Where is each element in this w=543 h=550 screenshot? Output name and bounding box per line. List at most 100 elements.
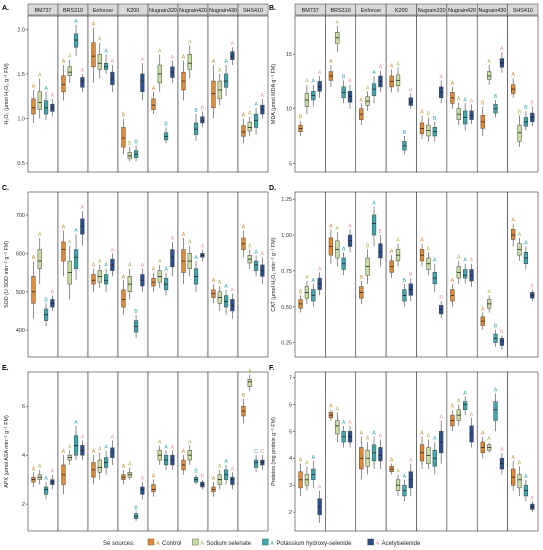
significance-letter: A bbox=[390, 458, 394, 464]
box-control: A bbox=[211, 476, 216, 497]
y-tick-label: 1.0 bbox=[17, 117, 25, 123]
box-acetylselenide: A bbox=[80, 434, 85, 461]
box-iqr bbox=[223, 73, 229, 88]
significance-letter: A bbox=[171, 55, 175, 61]
significance-letter: A bbox=[409, 87, 413, 93]
box-iqr bbox=[151, 484, 156, 493]
box-sodium-selenate: A bbox=[395, 61, 400, 93]
facet-nugrain420: AA BB bbox=[177, 371, 209, 532]
significance-letter: A bbox=[32, 84, 36, 90]
significance-letter: C bbox=[260, 449, 264, 455]
significance-letter: A bbox=[141, 476, 145, 482]
facet-frame bbox=[147, 191, 179, 358]
box-acetylselenide: B bbox=[530, 101, 535, 127]
box-iqr bbox=[200, 116, 205, 124]
legend-label: Acetylselenide bbox=[382, 541, 421, 547]
facet-frame bbox=[117, 371, 149, 532]
facet-shs410: B A C C bbox=[237, 368, 269, 532]
significance-letter: B bbox=[201, 105, 205, 111]
facet-frame bbox=[507, 191, 539, 358]
y-tick-label: 0.75 bbox=[281, 269, 292, 275]
facet-frame bbox=[385, 191, 417, 358]
box-iqr bbox=[317, 81, 322, 92]
box-iqr bbox=[73, 33, 79, 48]
box-potassium-hydroxy-selenide: A bbox=[223, 59, 229, 97]
box-iqr bbox=[463, 401, 468, 410]
box-potassium-hydroxy-selenide: A bbox=[432, 436, 437, 475]
significance-letter: A bbox=[396, 61, 400, 67]
box-control: A bbox=[121, 274, 126, 315]
y-tick-label: 5 bbox=[289, 429, 292, 435]
significance-letter: A bbox=[403, 474, 407, 480]
significance-letter: A bbox=[457, 96, 461, 102]
box-control: A bbox=[419, 109, 424, 140]
significance-letter: A bbox=[182, 232, 186, 238]
box-potassium-hydroxy-selenide: A bbox=[311, 79, 316, 107]
box-iqr bbox=[335, 420, 340, 435]
box-sodium-selenate: A bbox=[217, 68, 222, 106]
y-axis-label: CAT (µmol H₂O₂ min⁻¹ g⁻¹ FM) bbox=[271, 237, 277, 311]
box-control: A bbox=[31, 255, 36, 319]
box-iqr bbox=[103, 274, 109, 285]
box-sodium-selenate: A bbox=[97, 259, 102, 288]
y-tick-label: 5 bbox=[289, 161, 292, 167]
significance-letter: A bbox=[336, 20, 340, 26]
significance-letter: A bbox=[511, 218, 515, 224]
facet-bm737: A A BB bbox=[27, 191, 59, 358]
box-iqr bbox=[408, 97, 413, 106]
box-acetylselenide: A bbox=[499, 46, 504, 73]
box-control: A bbox=[151, 86, 156, 115]
box-iqr bbox=[253, 459, 259, 468]
box-control: A bbox=[389, 249, 394, 279]
significance-letter: A bbox=[470, 412, 474, 418]
box-acetylselenide: A bbox=[408, 87, 413, 109]
box-control: A bbox=[389, 458, 394, 475]
legend-item: A Sodium selenate bbox=[192, 538, 252, 547]
significance-letter: B bbox=[128, 141, 132, 147]
significance-letter: A bbox=[372, 431, 376, 437]
box-iqr bbox=[230, 476, 235, 485]
significance-letter: A bbox=[81, 205, 85, 211]
significance-letter: A bbox=[439, 415, 443, 421]
significance-letter: A bbox=[336, 406, 340, 412]
significance-letter: A bbox=[38, 464, 42, 470]
significance-letter: A bbox=[518, 460, 522, 466]
box-potassium-hydroxy-selenide: A bbox=[43, 476, 48, 500]
facet-frame bbox=[325, 371, 357, 532]
significance-letter: A bbox=[261, 93, 265, 99]
box-acetylselenide: C bbox=[260, 449, 264, 470]
significance-letter: B bbox=[531, 284, 535, 290]
box-acetylselenide: A bbox=[317, 266, 322, 296]
box-acetylselenide: B bbox=[530, 284, 535, 302]
box-control: A bbox=[241, 113, 246, 144]
box-sodium-selenate: A bbox=[304, 460, 309, 491]
box-potassium-hydroxy-selenide: A bbox=[73, 19, 79, 57]
box-control: A bbox=[241, 224, 246, 258]
box-iqr bbox=[253, 113, 259, 128]
significance-letter: A bbox=[68, 54, 72, 60]
significance-letter: A bbox=[164, 267, 168, 273]
facet-strip-label: BM737 bbox=[302, 8, 319, 14]
significance-letter: A bbox=[439, 74, 443, 80]
facet-strip-label: BRS310 bbox=[63, 8, 83, 14]
significance-letter: A bbox=[62, 224, 66, 230]
box-potassium-hydroxy-selenide: B bbox=[193, 108, 198, 141]
box-control: B bbox=[480, 101, 485, 136]
box-control: A bbox=[91, 22, 96, 83]
y-axis-label: SOD (U SOD min⁻¹ g⁻¹ FM) bbox=[4, 241, 10, 308]
facet-frame bbox=[294, 15, 326, 173]
facet-frame bbox=[355, 15, 387, 173]
significance-letter: A bbox=[433, 436, 437, 442]
significance-letter: A bbox=[420, 109, 424, 115]
significance-letter: A bbox=[248, 244, 252, 250]
box-sodium-selenate: A bbox=[395, 468, 400, 496]
